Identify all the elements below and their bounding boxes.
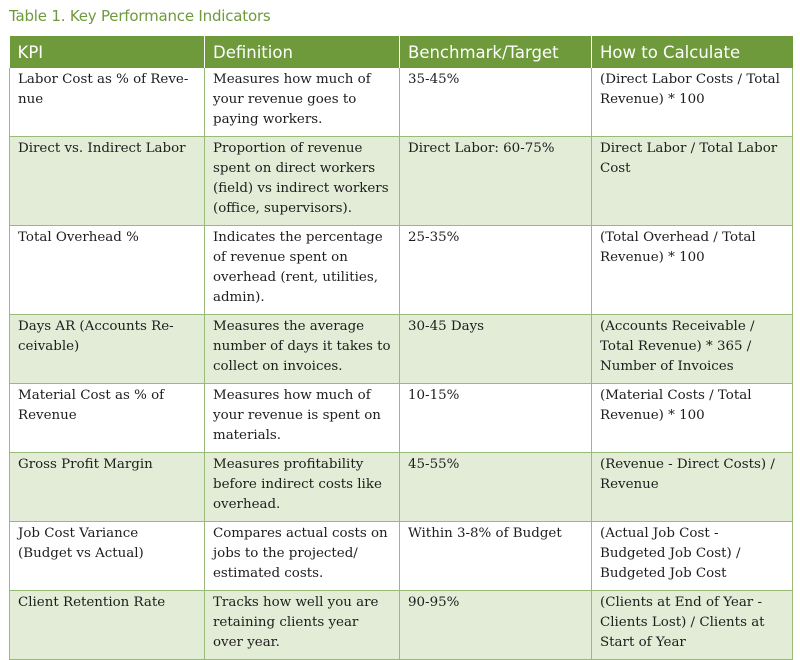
kpi-cell: Material Cost as % of Revenue <box>9 383 205 453</box>
definition-cell: Proportion of revenue spent on direct wo… <box>204 136 400 226</box>
kpi-cell: Job Cost Variance (Budget vs Actual) <box>9 521 205 591</box>
benchmark-cell: 45-55% <box>399 452 592 522</box>
benchmark-cell: 25-35% <box>399 225 592 315</box>
calculation-cell: (Actual Job Cost - Budgeted Job Cost) / … <box>591 521 793 591</box>
header-calculation: How to Calculate <box>591 36 793 68</box>
kpi-cell: Days AR (Accounts Re-ceivable) <box>9 314 205 384</box>
definition-cell: Measures the average number of days it t… <box>204 314 400 384</box>
kpi-cell: Total Overhead % <box>9 225 205 315</box>
header-row: KPI Definition Benchmark/Target How to C… <box>9 36 793 68</box>
kpi-cell: Client Retention Rate <box>9 590 205 660</box>
kpi-cell: Direct vs. Indirect Labor <box>9 136 205 226</box>
benchmark-cell: Within 3-8% of Budget <box>399 521 592 591</box>
table-row: Material Cost as % of Revenue Measures h… <box>9 383 793 453</box>
calculation-cell: (Material Costs / Total Revenue) * 100 <box>591 383 793 453</box>
table-row: Job Cost Variance (Budget vs Actual) Com… <box>9 521 793 591</box>
kpi-cell: Gross Profit Margin <box>9 452 205 522</box>
definition-cell: Measures how much of your revenue goes t… <box>204 68 400 137</box>
kpi-table: KPI Definition Benchmark/Target How to C… <box>9 36 793 660</box>
calculation-cell: Direct Labor / Total Labor Cost <box>591 136 793 226</box>
table-row: Labor Cost as % of Reve-nue Measures how… <box>9 68 793 137</box>
definition-cell: Compares actual costs on jobs to the pro… <box>204 521 400 591</box>
definition-cell: Indicates the percentage of revenue spen… <box>204 225 400 315</box>
table-body: Labor Cost as % of Reve-nue Measures how… <box>9 68 793 660</box>
header-benchmark: Benchmark/Target <box>399 36 592 68</box>
calculation-cell: (Direct Labor Costs / Total Revenue) * 1… <box>591 68 793 137</box>
definition-cell: Measures profitability before indirect c… <box>204 452 400 522</box>
table-header: KPI Definition Benchmark/Target How to C… <box>9 36 793 68</box>
kpi-cell: Labor Cost as % of Reve-nue <box>9 68 205 137</box>
table-row: Days AR (Accounts Re-ceivable) Measures … <box>9 314 793 384</box>
benchmark-cell: 35-45% <box>399 68 592 137</box>
header-definition: Definition <box>204 36 400 68</box>
definition-cell: Tracks how well you are retaining client… <box>204 590 400 660</box>
calculation-cell: (Accounts Receivable / Total Revenue) * … <box>591 314 793 384</box>
calculation-cell: (Total Overhead / Total Revenue) * 100 <box>591 225 793 315</box>
benchmark-cell: 10-15% <box>399 383 592 453</box>
calculation-cell: (Revenue - Direct Costs) / Revenue <box>591 452 793 522</box>
benchmark-cell: 90-95% <box>399 590 592 660</box>
table-row: Direct vs. Indirect Labor Proportion of … <box>9 136 793 226</box>
table-row: Total Overhead % Indicates the percentag… <box>9 225 793 315</box>
benchmark-cell: Direct Labor: 60-75% <box>399 136 592 226</box>
table-row: Gross Profit Margin Measures profitabili… <box>9 452 793 522</box>
definition-cell: Measures how much of your revenue is spe… <box>204 383 400 453</box>
header-kpi: KPI <box>9 36 205 68</box>
benchmark-cell: 30-45 Days <box>399 314 592 384</box>
table-caption: Table 1. Key Performance Indicators <box>9 7 271 25</box>
table-row: Client Retention Rate Tracks how well yo… <box>9 590 793 660</box>
calculation-cell: (Clients at End of Year - Clients Lost) … <box>591 590 793 660</box>
